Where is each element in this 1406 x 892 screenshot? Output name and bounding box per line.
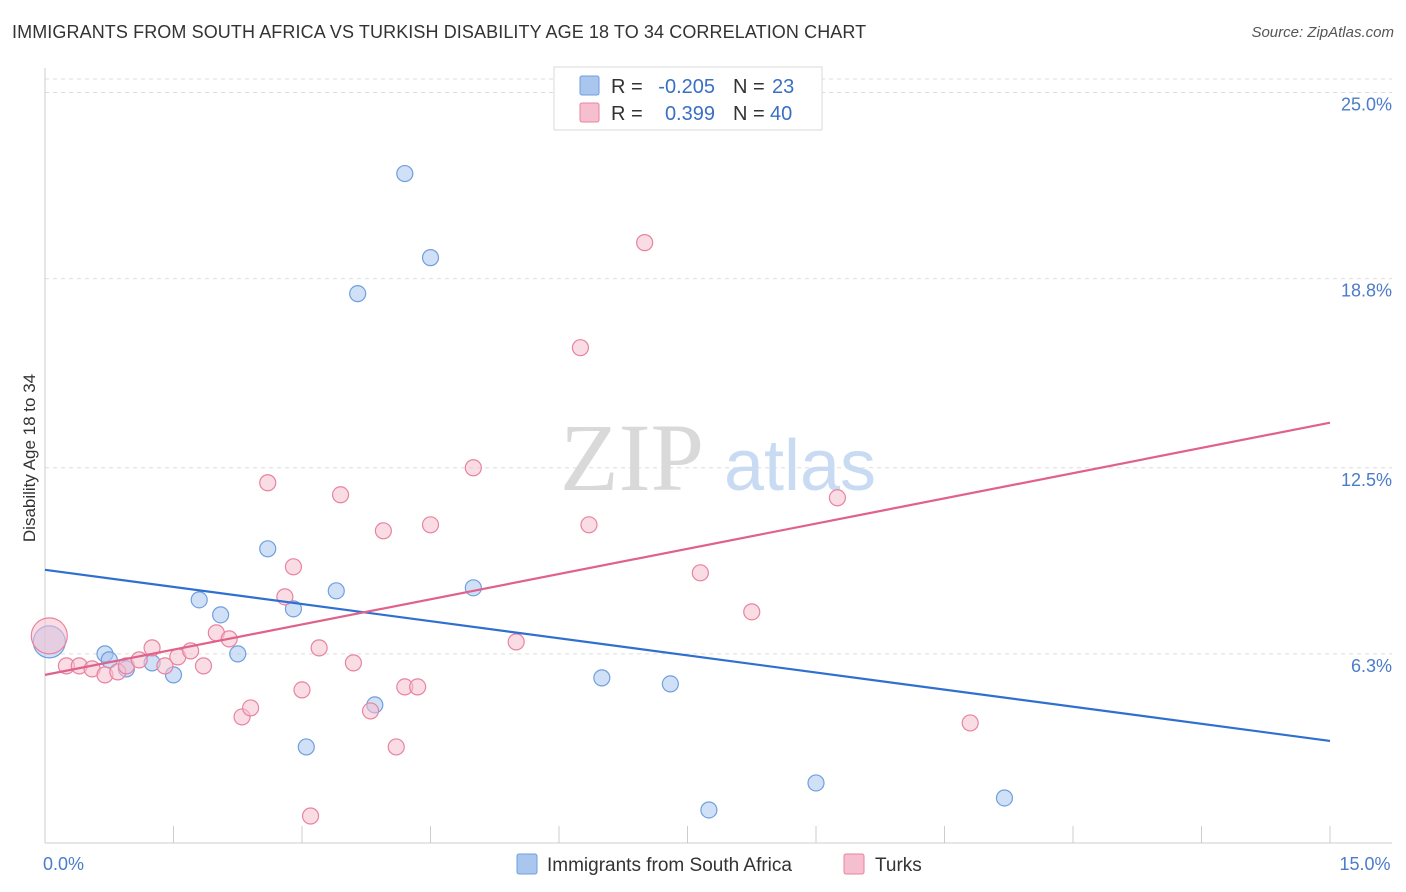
data-point-south-africa bbox=[259, 540, 277, 558]
data-point-south-africa bbox=[284, 600, 303, 618]
x-tick-label: 0.0% bbox=[43, 854, 84, 874]
data-point-turks bbox=[409, 678, 427, 696]
trend-line-south-africa bbox=[44, 568, 1331, 743]
data-point-turks bbox=[507, 633, 525, 651]
data-point-turks bbox=[156, 657, 174, 675]
y-tick-label: 25.0% bbox=[1341, 95, 1392, 115]
data-point-south-africa bbox=[700, 801, 718, 819]
data-point-turks bbox=[259, 474, 277, 492]
legend-n-value-2: 40 bbox=[770, 103, 792, 125]
series-legend-label-south-africa: Immigrants from South Africa bbox=[547, 855, 792, 876]
legend-n-value-1: 23 bbox=[772, 76, 794, 98]
data-point-south-africa bbox=[464, 579, 482, 597]
legend-r-value-1: -0.205 bbox=[658, 76, 715, 98]
legend-r-label-1: R = bbox=[611, 76, 643, 98]
axes bbox=[44, 68, 1392, 844]
data-point-south-africa bbox=[297, 738, 315, 756]
y-tick-label: 18.8% bbox=[1341, 281, 1392, 301]
y-tick-label: 12.5% bbox=[1341, 470, 1392, 490]
data-point-turks bbox=[691, 564, 709, 582]
tick-labels: 25.0% 18.8% 12.5% 6.3% 0.0% 15.0% bbox=[43, 95, 1392, 874]
y-tick-label: 6.3% bbox=[1351, 656, 1392, 676]
watermark-zip: ZIP bbox=[560, 404, 704, 511]
data-point-south-africa bbox=[229, 645, 247, 663]
data-point-turks bbox=[387, 738, 405, 756]
correlation-legend: R = -0.205 N = 23 R = 0.399 N = 40 bbox=[553, 66, 823, 131]
trend-lines bbox=[44, 421, 1331, 743]
data-point-turks bbox=[344, 654, 362, 672]
data-point-turks bbox=[30, 617, 68, 655]
data-point-turks bbox=[961, 714, 979, 732]
grid-lines bbox=[45, 78, 1392, 655]
data-point-turks bbox=[580, 516, 598, 534]
data-point-south-africa bbox=[995, 789, 1014, 807]
data-point-south-africa bbox=[661, 675, 679, 693]
data-point-turks bbox=[464, 459, 482, 477]
data-point-turks bbox=[284, 558, 303, 576]
data-point-turks bbox=[828, 489, 847, 507]
watermark: ZIP atlas bbox=[560, 404, 876, 511]
legend-swatch-south-africa bbox=[579, 75, 600, 96]
data-point-turks bbox=[636, 234, 654, 252]
data-point-turks bbox=[571, 339, 590, 357]
data-point-south-africa bbox=[807, 774, 825, 792]
chart-title: IMMIGRANTS FROM SOUTH AFRICA VS TURKISH … bbox=[12, 22, 867, 42]
data-point-turks bbox=[374, 522, 392, 540]
data-point-turks bbox=[331, 486, 350, 504]
data-point-south-africa bbox=[349, 285, 367, 303]
series-legend: Immigrants from South Africa Turks bbox=[516, 853, 922, 876]
data-point-turks bbox=[242, 699, 260, 717]
data-point-turks bbox=[301, 807, 320, 825]
data-point-south-africa bbox=[396, 164, 414, 183]
data-point-turks bbox=[421, 516, 440, 534]
legend-r-value-2: 0.399 bbox=[665, 103, 715, 125]
legend-r-label-2: R = bbox=[611, 103, 643, 125]
trend-line-turks bbox=[44, 421, 1331, 676]
data-point-turks bbox=[143, 639, 161, 657]
data-point-south-africa bbox=[421, 249, 440, 267]
data-point-turks bbox=[194, 657, 213, 675]
data-point-turks bbox=[293, 681, 311, 699]
x-tick-label: 15.0% bbox=[1339, 854, 1390, 874]
data-point-turks bbox=[361, 702, 380, 720]
series-legend-label-turks: Turks bbox=[875, 855, 922, 876]
legend-swatch-turks bbox=[579, 102, 600, 123]
source-credit: Source: ZipAtlas.com bbox=[1251, 24, 1394, 41]
data-point-south-africa bbox=[212, 606, 230, 624]
data-point-turks bbox=[743, 603, 761, 621]
series-legend-swatch-turks bbox=[843, 853, 865, 875]
data-point-turks bbox=[310, 639, 328, 657]
series-legend-swatch-south-africa bbox=[516, 853, 538, 875]
legend-n-label-2: N = bbox=[733, 103, 765, 125]
data-point-south-africa bbox=[327, 582, 345, 600]
legend-n-label-1: N = bbox=[733, 76, 765, 98]
data-point-south-africa bbox=[190, 591, 208, 609]
data-points bbox=[30, 164, 1014, 825]
data-point-south-africa bbox=[593, 669, 611, 687]
watermark-atlas: atlas bbox=[724, 426, 876, 506]
